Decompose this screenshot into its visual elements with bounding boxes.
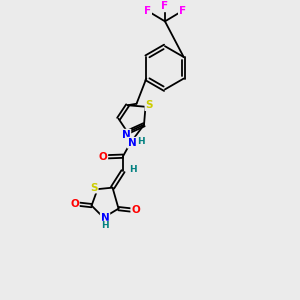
Text: N: N xyxy=(101,213,110,223)
Text: S: S xyxy=(146,100,153,110)
Text: O: O xyxy=(131,205,140,215)
Text: H: H xyxy=(129,165,136,174)
Text: O: O xyxy=(99,152,107,162)
Text: S: S xyxy=(90,183,98,193)
Text: H: H xyxy=(101,221,109,230)
Text: H: H xyxy=(137,137,145,146)
Text: F: F xyxy=(161,2,169,11)
Text: O: O xyxy=(70,199,79,209)
Text: N: N xyxy=(122,130,130,140)
Text: F: F xyxy=(144,6,151,16)
Text: N: N xyxy=(128,138,136,148)
Text: F: F xyxy=(179,6,186,16)
